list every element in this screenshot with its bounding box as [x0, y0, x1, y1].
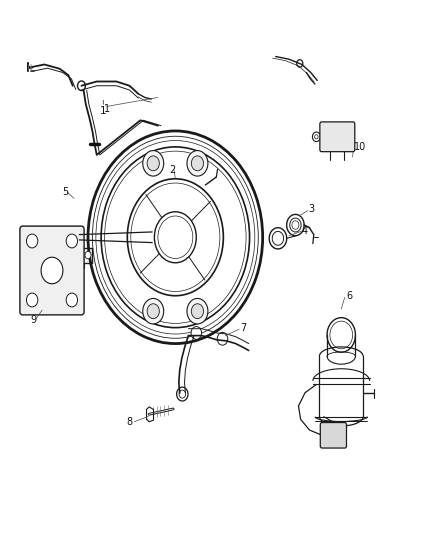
- Circle shape: [66, 234, 78, 248]
- Text: 9: 9: [30, 314, 36, 325]
- Text: 8: 8: [127, 417, 133, 427]
- Text: 4: 4: [302, 226, 308, 236]
- Circle shape: [41, 257, 63, 284]
- Text: 2: 2: [169, 165, 175, 175]
- Circle shape: [143, 298, 164, 324]
- Circle shape: [66, 293, 78, 307]
- Circle shape: [187, 150, 208, 176]
- Circle shape: [191, 327, 201, 340]
- Text: 5: 5: [62, 187, 68, 197]
- Text: 1: 1: [104, 103, 110, 114]
- Circle shape: [26, 293, 38, 307]
- Circle shape: [85, 252, 91, 259]
- FancyBboxPatch shape: [320, 423, 346, 448]
- FancyBboxPatch shape: [320, 122, 355, 152]
- Circle shape: [143, 150, 164, 176]
- FancyBboxPatch shape: [20, 226, 84, 315]
- Circle shape: [147, 156, 159, 171]
- Circle shape: [26, 234, 38, 248]
- Circle shape: [187, 298, 208, 324]
- Circle shape: [191, 304, 204, 319]
- Text: 7: 7: [240, 322, 246, 333]
- Circle shape: [217, 333, 228, 345]
- Text: 1: 1: [100, 106, 106, 116]
- Circle shape: [147, 304, 159, 319]
- Circle shape: [191, 156, 204, 171]
- Text: 10: 10: [354, 142, 367, 152]
- Circle shape: [69, 231, 79, 244]
- Text: 6: 6: [346, 290, 353, 301]
- Text: 3: 3: [308, 204, 314, 214]
